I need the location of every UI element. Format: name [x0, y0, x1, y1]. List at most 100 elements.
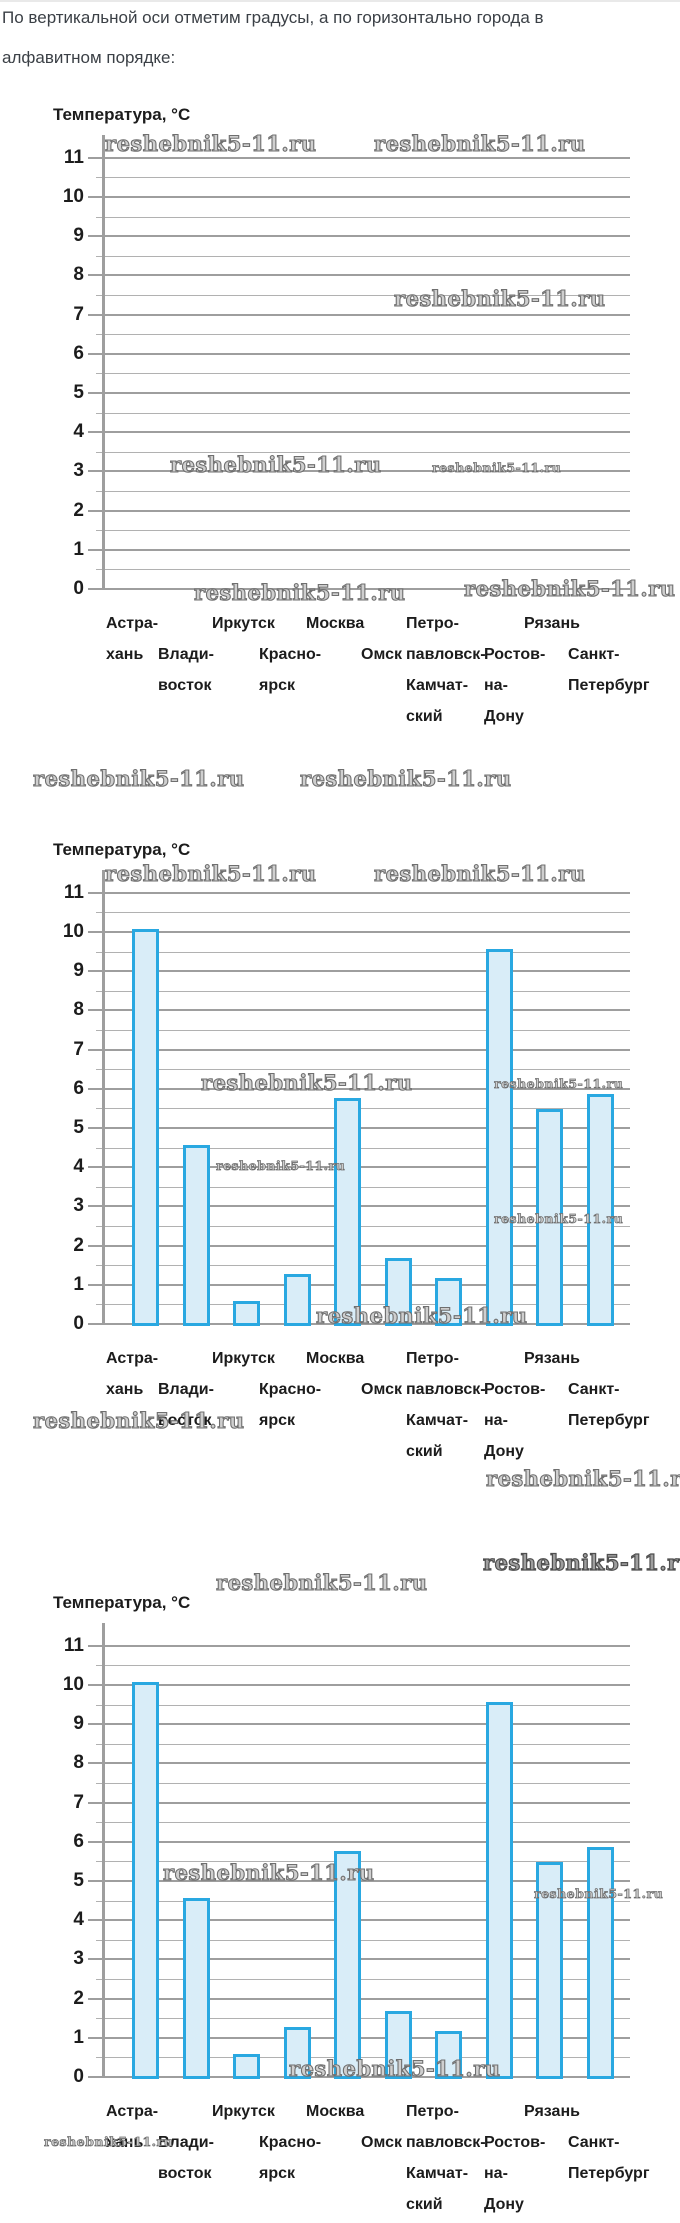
- x-label-Петропавловск-Камчатский: Петро-павловск- Камчат-ский: [406, 1343, 486, 1467]
- gridline-major: [88, 431, 630, 434]
- x-label-line: Санкт-: [568, 2134, 620, 2151]
- bar-Иркутск: [232, 2054, 260, 2079]
- y-axis-line: [102, 870, 105, 1325]
- y-tick-label: 3: [73, 1948, 84, 1970]
- x-label-line: хань: [106, 646, 144, 663]
- y-tick-label: 9: [73, 960, 84, 982]
- y-tick-label: 0: [73, 1313, 84, 1334]
- gridline-minor: [96, 1939, 630, 1941]
- x-label-line: Рязань: [524, 2103, 580, 2120]
- x-label-line: Красно-: [259, 2134, 322, 2151]
- bar-Санкт-Петербург: [586, 1846, 614, 2079]
- y-tick-label: 11: [63, 881, 84, 903]
- watermark-text: reshebnik5-11.ru: [200, 1069, 413, 1095]
- x-label-line: Астра-: [106, 2103, 159, 2120]
- gridline-minor: [96, 1069, 630, 1071]
- x-label-Омск: Омск: [361, 2127, 402, 2158]
- bar-Омск: [384, 1258, 412, 1326]
- gridline-major: [88, 1684, 630, 1686]
- gridline-minor: [96, 569, 630, 571]
- x-label-Омск: Омск: [361, 1374, 402, 1405]
- gridline-major: [88, 1762, 630, 1765]
- gridline-minor: [96, 1979, 630, 1980]
- x-label-Москва: Москва: [306, 608, 364, 639]
- x-label-line: Москва: [306, 2103, 365, 2120]
- x-label-line: восток: [158, 2165, 212, 2182]
- y-tick-label: 4: [73, 421, 84, 443]
- x-label-line: Иркутск: [212, 2103, 275, 2120]
- x-axis-labels: Астра-хань Влади-восток Иркутск Красно-ярск…: [0, 1343, 680, 1473]
- bar-Омск: [384, 2011, 412, 2079]
- y-axis-line: [102, 1623, 105, 2078]
- y-tick-label: 11: [63, 146, 84, 168]
- gridline-minor: [96, 1265, 630, 1267]
- x-label-Москва: Москва: [306, 1343, 364, 1374]
- gridline-minor: [96, 177, 630, 179]
- x-label-line: ярск: [259, 1412, 296, 1429]
- watermark-text: reshebnik5-11.ru: [299, 765, 512, 791]
- x-label-line: Влади-: [158, 1381, 214, 1398]
- watermark-text: reshebnik5-11.ru: [162, 1859, 375, 1885]
- gridline-minor: [96, 451, 630, 453]
- gridline-major: [88, 352, 630, 355]
- gridline-major: [88, 970, 630, 973]
- gridline-minor: [96, 912, 630, 914]
- x-label-line: Петербург: [568, 2165, 650, 2182]
- x-label-line: хань: [106, 1381, 144, 1398]
- y-tick-label: 2: [73, 1987, 84, 2009]
- bar-Красноярск: [283, 1274, 311, 1326]
- x-label-Красноярск: Красно-ярск: [259, 1374, 321, 1436]
- watermark-text: reshebnik5-11.ru: [193, 579, 406, 605]
- watermark-text: reshebnik5-11.ru: [104, 130, 317, 156]
- x-label-line: Красно-: [259, 646, 322, 663]
- x-label-line: павловск-: [406, 646, 486, 663]
- watermark-text: reshebnik5-11.ru: [44, 2134, 174, 2150]
- watermark-text: reshebnik5-11.ru: [432, 460, 562, 476]
- y-tick-label: 1: [73, 2026, 84, 2048]
- bar-Петропавловск-Камчатский: [434, 2030, 462, 2079]
- x-label-Санкт-Петербург: Санкт- Петербург: [568, 1374, 650, 1436]
- watermark-text: reshebnik5-11.ru: [534, 1886, 664, 1902]
- x-label-line: Рязань: [524, 1350, 580, 1367]
- y-tick-label: 3: [73, 1195, 84, 1217]
- bar-Иркутск: [232, 1301, 260, 1326]
- gridline-minor: [96, 1108, 630, 1110]
- gridline-minor: [96, 1900, 630, 1902]
- x-label-line: на-: [484, 2165, 508, 2182]
- bar-Астрахань: [131, 1682, 159, 2079]
- x-label-line: павловск-: [406, 1381, 486, 1398]
- gridline-major: [88, 274, 630, 277]
- x-label-line: на-: [484, 677, 508, 694]
- x-label-line: Петро-: [406, 2103, 459, 2120]
- gridline-major: [88, 156, 630, 159]
- x-label-Владивосток: Влади-восток: [158, 2127, 214, 2189]
- x-label-line: Дону: [484, 2196, 524, 2213]
- x-label-line: Петро-: [406, 1350, 459, 1367]
- gridline-minor: [96, 1304, 630, 1306]
- gridline-minor: [96, 1822, 630, 1824]
- bar-Москва: [333, 1850, 361, 2079]
- gridline-major: [88, 1840, 630, 1843]
- y-tick-label: 4: [73, 1909, 84, 1931]
- y-tick-label: 6: [73, 1830, 84, 1852]
- y-tick-label: 5: [73, 1870, 84, 1891]
- gridline-minor: [96, 1186, 630, 1188]
- x-label-line: Москва: [306, 1350, 365, 1367]
- x-label-line: Петербург: [568, 1412, 650, 1429]
- y-tick-label: 8: [73, 264, 84, 286]
- x-axis-labels: Астра-хань Влади-восток Иркутск Красно-ярск…: [0, 608, 680, 738]
- x-label-Ростов-на-Дону: Ростов-на- Дону: [484, 1374, 545, 1467]
- y-tick-label: 0: [73, 578, 84, 599]
- bar-Санкт-Петербург: [586, 1093, 614, 1326]
- x-label-line: восток: [158, 1412, 212, 1429]
- x-label-line: Астра-: [106, 615, 159, 632]
- y-tick-label: 7: [73, 1038, 84, 1060]
- x-label-line: Москва: [306, 615, 365, 632]
- y-tick-label: 11: [63, 1634, 84, 1656]
- y-tick-label: 1: [73, 1273, 84, 1295]
- x-label-line: восток: [158, 677, 212, 694]
- x-label-Рязань: Рязань: [524, 608, 580, 639]
- watermark-text: reshebnik5-11.ru: [393, 285, 606, 311]
- gridline-major: [88, 548, 630, 551]
- x-label-line: Дону: [484, 1443, 524, 1460]
